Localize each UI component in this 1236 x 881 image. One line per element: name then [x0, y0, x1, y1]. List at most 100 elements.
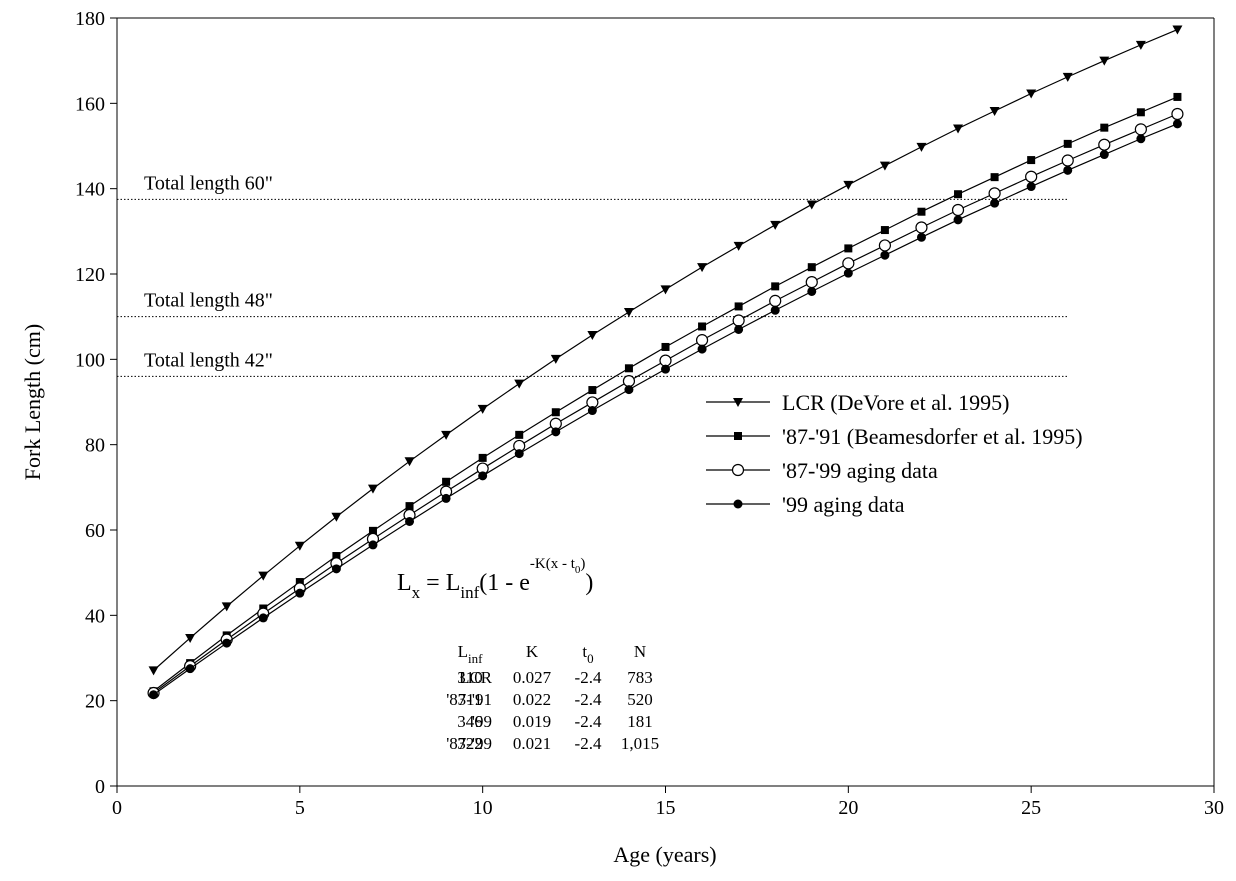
data-point	[734, 324, 744, 334]
data-point	[148, 666, 159, 676]
filled-circle-marker-shape	[149, 690, 159, 700]
equation-exponent: -K(x - t	[530, 556, 576, 572]
table-row-label: '87-'99	[446, 734, 492, 753]
y-tick-label: 20	[85, 691, 105, 713]
data-point	[661, 342, 670, 351]
data-point	[587, 406, 597, 416]
triangle-marker-shape	[404, 457, 415, 467]
data-point	[734, 302, 743, 311]
data-point	[514, 449, 524, 459]
y-tick-label: 120	[75, 264, 105, 286]
triangle-marker-shape	[1135, 40, 1146, 50]
square-marker-shape	[588, 386, 597, 395]
data-point	[1100, 123, 1109, 132]
filled-circle-marker-shape	[222, 638, 232, 648]
data-point	[295, 578, 304, 587]
equation-paren-open: (1 - e	[479, 570, 530, 596]
legend-label: LCR (DeVore et al. 1995)	[782, 390, 1010, 415]
legend-label: '99 aging data	[782, 492, 905, 517]
data-point	[1062, 72, 1073, 82]
table-row-label: '87-'91	[446, 690, 492, 709]
open-circle-marker-shape	[1025, 170, 1038, 183]
table-row-label: LCR	[459, 668, 493, 687]
open-circle-marker-shape	[988, 187, 1001, 200]
data-point	[954, 190, 963, 199]
filled-circle-marker-shape	[587, 406, 597, 416]
data-point	[990, 173, 999, 182]
square-marker-shape	[1173, 92, 1182, 101]
open-circle-marker-shape	[951, 203, 965, 217]
table-header-main: L	[458, 642, 468, 661]
filled-circle-marker-shape	[1026, 182, 1036, 192]
data-point	[915, 221, 928, 234]
data-point	[185, 664, 195, 674]
table-header-main: K	[526, 642, 539, 661]
square-marker-shape	[551, 408, 560, 417]
triangle-marker-shape	[550, 354, 561, 364]
triangle-marker-shape	[331, 512, 342, 522]
y-tick-label: 0	[95, 776, 105, 798]
equation-lhs: L	[397, 570, 412, 596]
triangle-marker-shape	[623, 307, 634, 317]
y-tick-label: 80	[85, 435, 105, 457]
square-marker-shape	[1027, 156, 1036, 165]
series-3	[147, 107, 1184, 700]
table-cell: 1,015	[621, 734, 659, 753]
data-point	[1099, 56, 1110, 66]
data-point	[732, 314, 745, 327]
x-tick-label: 10	[473, 797, 493, 819]
data-point	[478, 471, 488, 481]
data-point	[660, 285, 671, 295]
square-marker-shape	[1100, 123, 1109, 132]
filled-circle-marker-shape	[441, 493, 451, 503]
square-marker-shape	[368, 526, 377, 535]
series-layer	[147, 25, 1184, 700]
data-point	[149, 690, 159, 700]
triangle-marker-shape	[879, 161, 890, 171]
data-point	[769, 294, 782, 307]
data-point	[1171, 107, 1184, 121]
triangle-marker-shape	[185, 633, 196, 643]
y-tick-label: 60	[85, 520, 105, 542]
reference-line-label: Total length 60"	[144, 172, 273, 194]
filled-circle-marker-shape	[258, 613, 268, 623]
x-tick-label: 5	[295, 797, 305, 819]
data-point	[990, 198, 1000, 208]
data-point	[1025, 170, 1038, 183]
filled-circle-marker-shape	[478, 471, 488, 481]
equation-lhs-subscript: x	[412, 583, 421, 602]
open-circle-marker-shape	[842, 257, 855, 270]
square-marker-shape	[1063, 139, 1072, 148]
series-line	[153, 96, 1178, 692]
equation-equals: = L	[420, 570, 460, 596]
square-marker-shape	[442, 477, 451, 486]
data-point	[514, 379, 525, 389]
data-point	[807, 263, 816, 272]
open-circle-marker-shape	[1134, 123, 1147, 136]
data-point	[697, 263, 708, 273]
filled-circle-marker-shape	[514, 449, 524, 459]
table-cell: -2.4	[575, 734, 602, 753]
table-header-subscript: 0	[587, 651, 594, 666]
data-point	[405, 516, 415, 526]
data-point	[1172, 119, 1182, 129]
data-point	[368, 540, 378, 550]
triangle-marker-shape	[697, 263, 708, 273]
open-circle-marker-shape	[1098, 138, 1111, 151]
table-cell: -2.4	[575, 690, 602, 709]
filled-circle-marker-shape	[1063, 165, 1073, 175]
data-point	[698, 322, 707, 331]
filled-circle-marker-shape	[1136, 134, 1146, 144]
data-point	[185, 633, 196, 643]
series-line	[153, 113, 1178, 694]
data-point	[1173, 92, 1182, 101]
table-header: t0	[582, 642, 593, 666]
triangle-marker-shape	[1062, 72, 1073, 82]
legend: LCR (DeVore et al. 1995) '87-'91 (Beamesd…	[706, 390, 1083, 517]
data-point	[695, 334, 709, 347]
triangle-marker-shape	[1099, 56, 1110, 66]
triangle-marker-shape	[843, 180, 854, 190]
filled-circle-marker-shape	[551, 427, 561, 437]
data-point	[1063, 165, 1073, 175]
triangle-marker-shape	[989, 107, 1000, 117]
